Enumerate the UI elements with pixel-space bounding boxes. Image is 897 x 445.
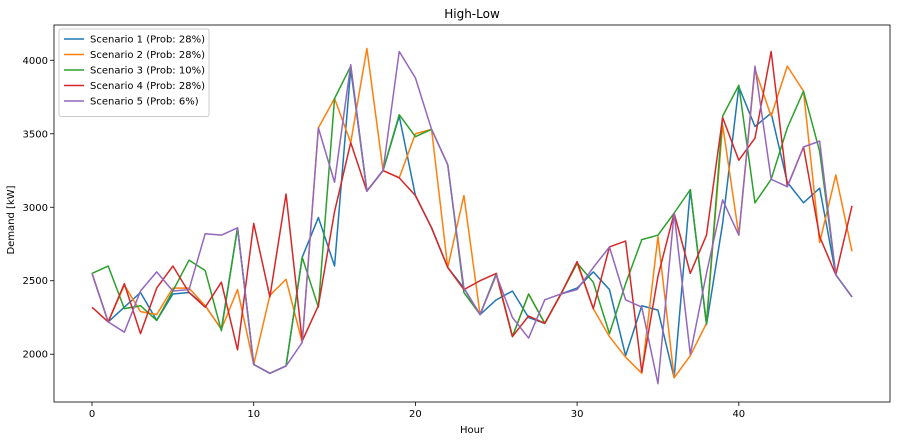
legend-box: [58, 28, 210, 117]
series-line-3: [91, 65, 853, 375]
x-tick-label: 30: [571, 409, 584, 420]
x-axis: 0 10 20 30 40: [89, 402, 745, 420]
y-tick-label: 2500: [23, 276, 48, 287]
y-tick-label: 3500: [23, 129, 48, 140]
x-axis-label: Hour: [460, 425, 485, 436]
series-line-4: [91, 50, 853, 373]
legend-label: Scenario 3 (Prob: 10%): [90, 66, 205, 77]
x-tick-label: 10: [247, 409, 260, 420]
x-tick-label: 40: [732, 409, 745, 420]
series-line-5: [91, 50, 853, 385]
y-axis: 2000 2500 3000 3500 4000: [23, 56, 54, 361]
legend-label: Scenario 1 (Prob: 28%): [90, 35, 205, 46]
x-tick-label: 0: [89, 409, 95, 420]
y-tick-label: 4000: [23, 56, 48, 67]
chart-title: High-Low: [444, 7, 500, 21]
legend: Scenario 1 (Prob: 28%) Scenario 2 (Prob: …: [58, 28, 210, 117]
legend-label: Scenario 2 (Prob: 28%): [90, 50, 205, 61]
y-tick-label: 2000: [23, 350, 48, 361]
y-axis-label: Demand [kW]: [6, 185, 17, 254]
x-tick-label: 20: [409, 409, 422, 420]
plot-frame: [53, 24, 891, 403]
series-line-2: [91, 47, 853, 379]
legend-label: Scenario 5 (Prob: 6%): [90, 97, 199, 108]
y-tick-label: 3000: [23, 203, 48, 214]
plot-area: [53, 24, 891, 403]
legend-label: Scenario 4 (Prob: 28%): [90, 81, 205, 92]
